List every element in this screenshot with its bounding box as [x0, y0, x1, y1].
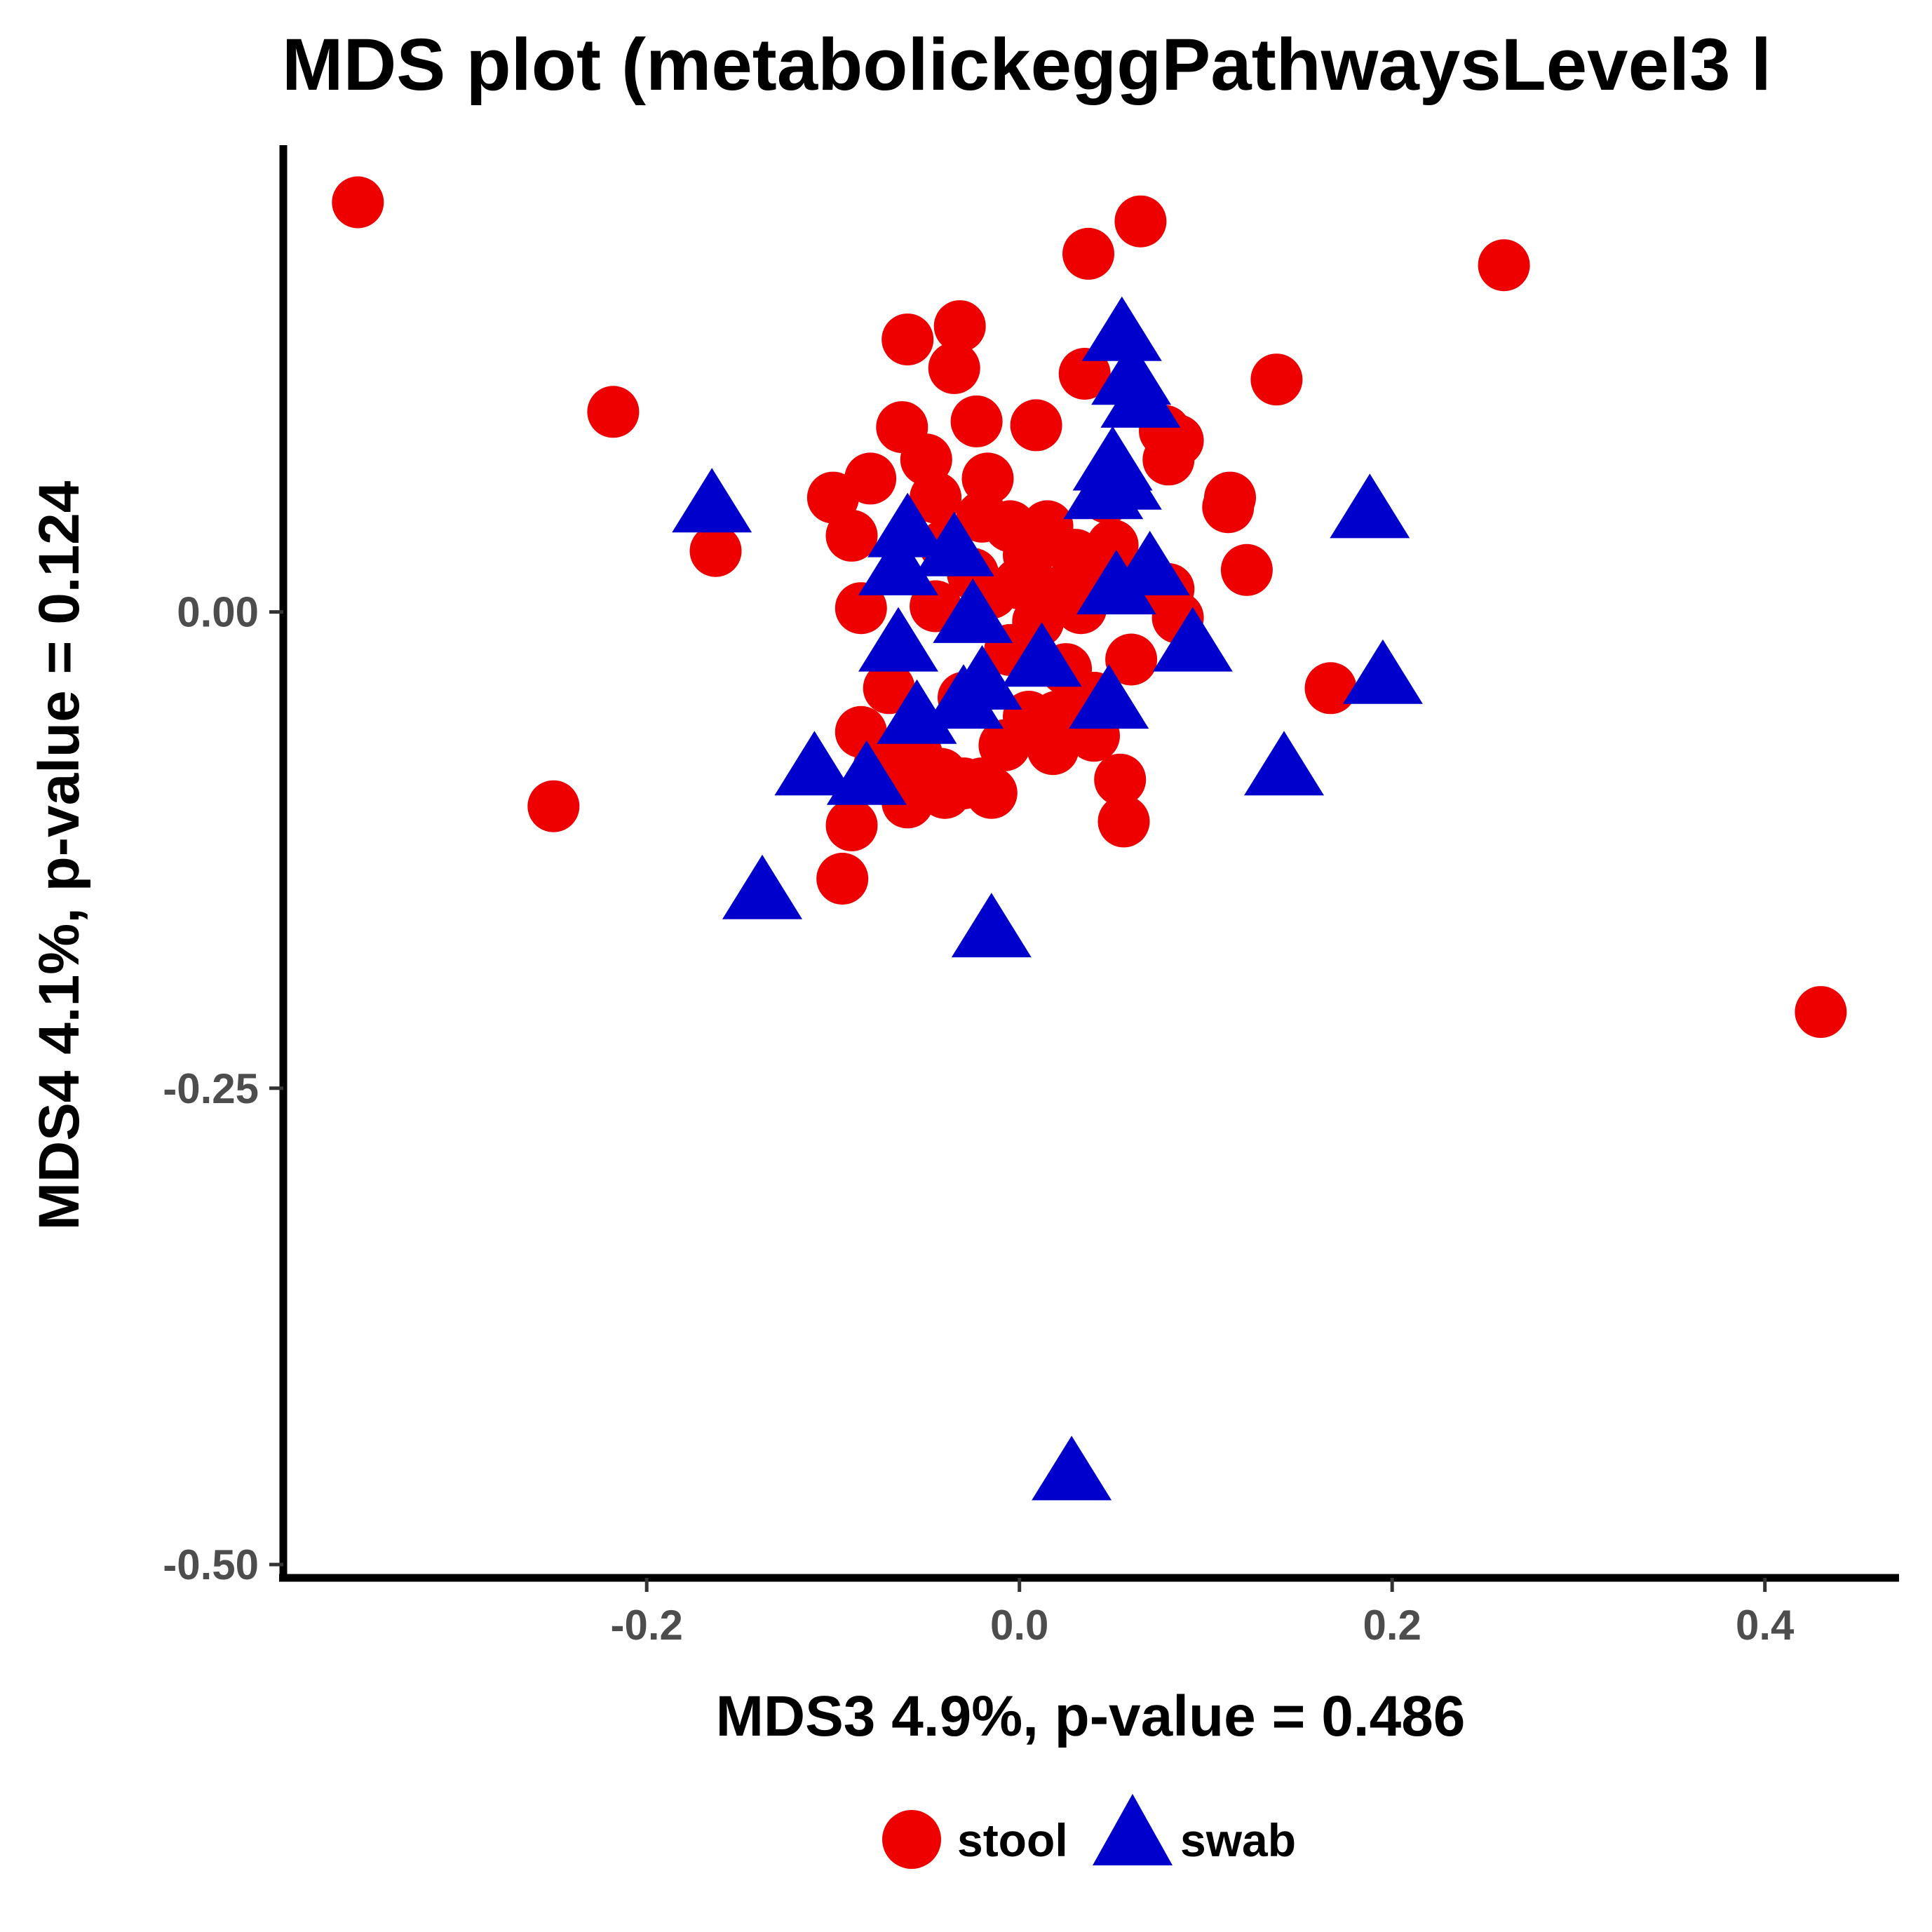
stool-point-55 [1094, 753, 1147, 806]
stool-point-11 [950, 395, 1003, 447]
legend-swab-marker [1093, 1794, 1173, 1865]
swab-point-18 [924, 664, 1004, 729]
stool-point-42 [1086, 519, 1139, 572]
swab-point-23 [1244, 731, 1324, 796]
chart-title: MDS plot (metabolickeggPathwaysLevel3 l [282, 24, 1771, 106]
stool-point-15 [1142, 433, 1195, 486]
swab-point-25 [722, 854, 802, 919]
stool-point-9 [587, 386, 640, 438]
swab-point-22 [774, 731, 855, 796]
stool-point-4 [881, 313, 934, 366]
swab-point-19 [1069, 664, 1149, 729]
swab-point-15 [1152, 607, 1233, 672]
swab-point-21 [877, 679, 957, 744]
x-tick-label-2: 0.2 [1363, 1602, 1421, 1649]
swab-point-9 [914, 511, 994, 576]
x-tick-label-1: 0.0 [990, 1602, 1048, 1649]
x-axis-title: MDS3 4.9%, p-value = 0.486 [716, 1684, 1466, 1748]
stool-point-72 [1795, 986, 1847, 1039]
stool-point-30 [1220, 543, 1273, 596]
stool-point-62 [956, 757, 1008, 810]
stool-point-6 [928, 342, 980, 394]
stool-point-24 [825, 509, 878, 562]
stool-point-61 [527, 780, 580, 832]
swab-point-26 [951, 893, 1032, 958]
legend-stool-marker [882, 1810, 941, 1869]
x-tick-label-0: -0.2 [611, 1602, 683, 1649]
stool-point-69 [1105, 633, 1158, 686]
swab-point-16 [1001, 622, 1082, 687]
stool-point-27 [1202, 481, 1255, 534]
stool-point-47 [1304, 662, 1357, 715]
legend-swab-label: swab [1180, 1814, 1296, 1866]
legend: stool swab [882, 1794, 1296, 1869]
stool-point-65 [816, 853, 869, 905]
stool-point-8 [1250, 353, 1303, 406]
stool-point-28 [689, 525, 742, 577]
stool-point-70 [1021, 500, 1074, 553]
swab-point-14 [858, 607, 938, 672]
stool-point-63 [1097, 795, 1150, 848]
swab-point-24 [826, 740, 907, 805]
swab-point-27 [1032, 1436, 1112, 1501]
swab-point-8 [867, 492, 948, 558]
swab-point-0 [1081, 296, 1162, 361]
swab-point-10 [858, 530, 938, 595]
stool-point-64 [825, 799, 878, 851]
y-ticks: 0.00 -0.25 -0.50 [163, 589, 283, 1588]
stool-point-3 [1478, 239, 1530, 292]
swab-point-7 [1330, 473, 1410, 539]
swab-point-2 [1100, 363, 1181, 428]
x-tick-label-3: 0.4 [1736, 1602, 1795, 1649]
legend-stool-label: stool [957, 1814, 1068, 1866]
stool-point-12 [1010, 399, 1062, 452]
y-tick-label-0: 0.00 [177, 589, 259, 636]
swab-point-5 [1063, 454, 1144, 520]
y-tick-label-1: -0.25 [163, 1065, 259, 1112]
swab-point-6 [672, 468, 752, 533]
y-axis-title: MDS4 4.1%, p-value = 0.124 [27, 480, 91, 1230]
stool-point-43 [863, 662, 915, 715]
points-layer [332, 176, 1847, 1501]
stool-point-18 [961, 452, 1014, 505]
x-ticks: -0.2 0.0 0.2 0.4 [611, 1578, 1795, 1649]
swab-point-12 [1076, 550, 1156, 615]
stool-point-5 [933, 300, 986, 353]
stool-point-71 [900, 433, 952, 486]
stool-point-0 [332, 176, 384, 229]
swab-point-20 [1342, 639, 1423, 704]
y-tick-label-2: -0.50 [163, 1541, 259, 1588]
stool-point-2 [1062, 227, 1114, 280]
stool-point-1 [1114, 195, 1167, 248]
swab-point-13 [933, 578, 1013, 643]
